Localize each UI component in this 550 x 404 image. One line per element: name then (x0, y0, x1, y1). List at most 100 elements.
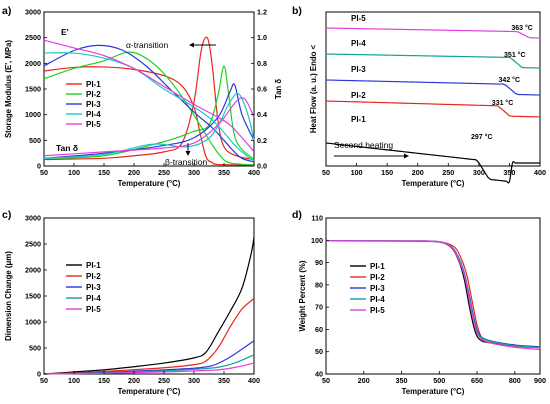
chart-c-xtick-label: 150 (98, 376, 110, 385)
chart-b-tg-label-pi-3: 342 °C (499, 76, 520, 84)
chart-b-xtick-label: 50 (322, 168, 330, 177)
chart-b-heatflow-line-pi-3 (325, 79, 541, 96)
chart-d-line-pi-4 (325, 240, 541, 348)
chart-a-ytick-right-label: 1.2 (257, 8, 267, 17)
chart-b-heatflow-line-pi-2 (325, 100, 541, 118)
chart-b-xtick-label: 100 (351, 168, 363, 177)
chart-b-tg-label-pi-1: 297 °C (471, 133, 492, 141)
chart-d-ytick-label: 50 (315, 347, 323, 356)
chart-b-series-label-pi-4: PI-4 (351, 39, 366, 48)
chart-d-legend-label-pi-4: PI-4 (370, 295, 385, 304)
chart-b-heatflow-line-pi-1 (325, 142, 540, 184)
chart-b-xtick-label: 250 (442, 168, 454, 177)
chart-d-xtick-label: 350 (396, 376, 408, 385)
chart-a-annotation-beta: β-transition (165, 157, 207, 167)
chart-b-annotation-heating: Second heating (334, 140, 393, 150)
chart-c-legend-label-pi-3: PI-3 (86, 283, 101, 292)
chart-a-ytick-right-label: 0.6 (257, 85, 267, 94)
chart-b-xtick-label: 200 (412, 168, 424, 177)
chart-c-line-pi-1 (43, 237, 255, 375)
chart-a-ytick-label: 1500 (25, 85, 41, 94)
chart-d-plot-frame (325, 217, 541, 375)
chart-a-modulus-line-pi-2 (43, 51, 255, 166)
chart-b-series-label-pi-1: PI-1 (351, 115, 366, 124)
chart-d-ytick-label: 90 (315, 258, 323, 267)
chart-d-legend-label-pi-3: PI-3 (370, 284, 385, 293)
chart-c-xtick-label: 200 (128, 376, 140, 385)
chart-a-xtick-label: 150 (98, 168, 110, 177)
chart-a-ytick-label: 1000 (25, 110, 41, 119)
chart-a-ylabel: Storage Modulus (E', MPa) (4, 40, 13, 138)
panel-label-a: a) (2, 5, 11, 17)
chart-c-ytick-label: 0 (37, 370, 41, 379)
chart-c-ytick-label: 2000 (25, 266, 41, 275)
chart-a-ytick-label: 2000 (25, 59, 41, 68)
chart-d-legend-label-pi-5: PI-5 (370, 306, 385, 315)
chart-b-xtick-label: 150 (381, 168, 393, 177)
chart-a-ytick-right-label: 0.0 (257, 162, 267, 171)
chart-d-ytick-label: 60 (315, 325, 323, 334)
chart-a-tandelta-line-pi-5 (43, 97, 255, 157)
chart-d-line-pi-2 (325, 240, 541, 349)
chart-a-modulus-line-pi-3 (43, 44, 255, 163)
chart-b-xtick-label: 300 (473, 168, 485, 177)
chart-b-xtick-label: 350 (503, 168, 515, 177)
chart-a-annotation-tan-delta: Tan δ (56, 143, 78, 153)
chart-a-ytick-right-label: 0.8 (257, 59, 267, 68)
chart-c-legend-label-pi-1: PI-1 (86, 261, 101, 270)
chart-c-line-pi-2 (43, 298, 255, 375)
chart-a-ytick-right-label: 1.0 (257, 33, 267, 42)
chart-d-xtick-label: 200 (358, 376, 370, 385)
chart-a-legend-label-pi-4: PI-4 (86, 110, 101, 119)
chart-c-ytick-label: 500 (29, 344, 41, 353)
chart-b-heatflow-line-pi-5 (325, 27, 541, 39)
chart-c-legend-label-pi-4: PI-4 (86, 294, 101, 303)
chart-c-xtick-label: 50 (40, 376, 48, 385)
chart-a-xtick-label: 200 (128, 168, 140, 177)
chart-a-legend-label-pi-2: PI-2 (86, 90, 101, 99)
chart-c-legend-label-pi-2: PI-2 (86, 272, 101, 281)
chart-c-xtick-label: 400 (248, 376, 260, 385)
chart-a-alpha-arrowhead (189, 42, 194, 48)
chart-a-xtick-label: 50 (40, 168, 48, 177)
chart-a-xtick-label: 350 (218, 168, 230, 177)
chart-c-line-pi-4 (43, 354, 255, 375)
chart-a-modulus-line-pi-1 (43, 66, 255, 166)
chart-b-tg-label-pi-2: 331 °C (492, 99, 513, 107)
chart-a-modulus-line-pi-5 (43, 39, 255, 153)
chart-a-xtick-label: 300 (188, 168, 200, 177)
chart-c-legend-label-pi-5: PI-5 (86, 305, 101, 314)
chart-c-xtick-label: 100 (68, 376, 80, 385)
chart-c-xtick-label: 300 (188, 376, 200, 385)
chart-a-beta-arrowhead (185, 151, 191, 156)
chart-a-ytick-label: 500 (29, 136, 41, 145)
chart-b-series-label-pi-2: PI-2 (351, 91, 366, 100)
chart-a-ytick-label: 0 (37, 162, 41, 171)
chart-b-series-label-pi-3: PI-3 (351, 65, 366, 74)
chart-a-modulus-line-pi-4 (43, 52, 255, 162)
chart-a-legend-label-pi-3: PI-3 (86, 100, 101, 109)
chart-d-line-pi-3 (325, 240, 541, 348)
chart-a-ylabel-right: Tan δ (274, 79, 283, 99)
chart-d-xtick-label: 800 (509, 376, 521, 385)
chart-d-legend-label-pi-1: PI-1 (370, 262, 385, 271)
chart-b-ylabel: Heat Flow (a. u.) Endo < (309, 44, 318, 133)
chart-d-ytick-label: 110 (311, 214, 323, 223)
chart-c-xlabel: Temperature (°C) (118, 387, 181, 396)
panel-label-c: c) (2, 209, 11, 221)
chart-c-xtick-label: 250 (158, 376, 170, 385)
panel-label-b: b) (292, 5, 302, 17)
chart-d-xlabel: Temperature (°C) (402, 387, 465, 396)
chart-a-ytick-right-label: 0.4 (257, 110, 267, 119)
chart-a-xtick-label: 400 (248, 168, 260, 177)
chart-d-xtick-label: 900 (534, 376, 546, 385)
chart-a-xtick-label: 100 (68, 168, 80, 177)
chart-d-ytick-label: 100 (311, 236, 323, 245)
chart-a-legend-label-pi-1: PI-1 (86, 80, 101, 89)
chart-a-annotation-alpha: α-transition (126, 40, 169, 50)
chart-b-plot-frame (325, 11, 541, 167)
chart-d-ytick-label: 80 (315, 280, 323, 289)
chart-b-heatflow-line-pi-4 (325, 53, 541, 69)
chart-a-ytick-right-label: 0.2 (257, 136, 267, 145)
chart-d-xtick-label: 500 (433, 376, 445, 385)
